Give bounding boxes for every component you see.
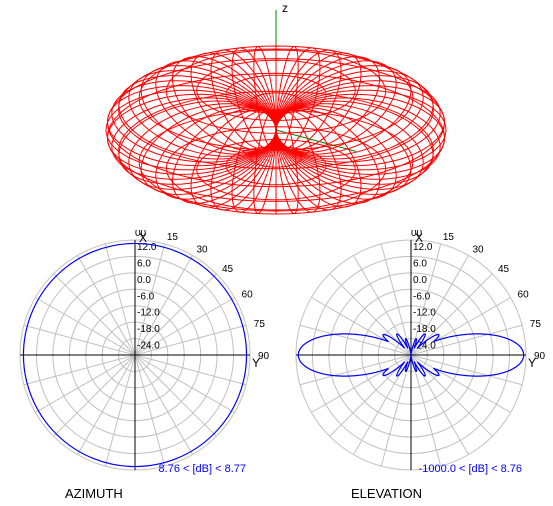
radial-tick: -12.0 (137, 308, 160, 319)
angle-tick: 30 (473, 244, 485, 255)
angle-tick: 00 (135, 230, 147, 239)
parallel (275, 134, 277, 135)
angle-tick: 60 (242, 290, 254, 301)
radial-tick: 6.0 (413, 258, 427, 269)
angle-tick: 75 (530, 319, 542, 330)
angle-tick: 30 (197, 244, 209, 255)
angle-tick: 15 (443, 232, 455, 243)
radial-tick: -12.0 (413, 308, 436, 319)
antenna-pattern-figure: { "top3d": { "line_color": "#ff0000", "a… (0, 0, 553, 506)
polar-azimuth: XY12.06.00.0-6.0-12.0-18.0-24.0907560453… (0, 230, 276, 506)
elevation-title: ELEVATION (351, 486, 422, 501)
azimuth-range: 8.76 < [dB] < 8.77 (159, 463, 246, 475)
angle-tick: 90 (534, 351, 546, 362)
angle-tick: 45 (498, 264, 510, 275)
radial-tick: 0.0 (137, 275, 151, 286)
radial-tick: 6.0 (137, 258, 151, 269)
elevation-range: -1000.0 < [dB] < 8.76 (419, 463, 522, 475)
radial-tick: -24.0 (137, 341, 160, 352)
angle-tick: 00 (411, 230, 423, 239)
angle-tick: 45 (222, 264, 234, 275)
angle-tick: 75 (254, 319, 266, 330)
polar-elevation: XY12.06.00.0-6.0-12.0-18.0-24.0907560453… (276, 230, 552, 506)
azimuth-title: AZIMUTH (65, 486, 123, 501)
radial-tick: -18.0 (137, 324, 160, 335)
radial-tick: 0.0 (413, 275, 427, 286)
angle-tick: 90 (258, 351, 270, 362)
radial-tick: -6.0 (413, 291, 431, 302)
pattern-3d: z (0, 0, 553, 230)
angle-tick: 15 (167, 232, 179, 243)
radial-tick: -6.0 (137, 291, 155, 302)
angle-tick: 60 (518, 290, 530, 301)
radial-tick: 12.0 (413, 242, 433, 253)
axis-z-label: z (282, 1, 288, 15)
parallel (275, 125, 277, 126)
